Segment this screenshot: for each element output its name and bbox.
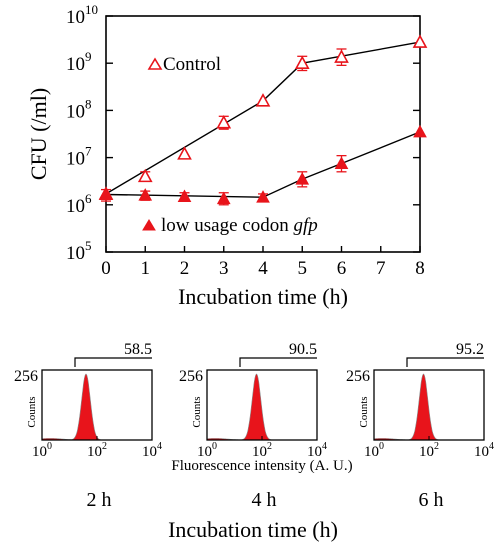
gate-bracket — [74, 357, 152, 367]
histogram-y-label: Counts — [26, 396, 38, 427]
histogram-x-tick-label: 100 — [364, 441, 384, 460]
gfp-data-point — [413, 124, 427, 138]
y-tick-label: 105 — [66, 238, 92, 264]
histogram-x-tick-label: 104 — [142, 441, 162, 460]
fit-lines — [105, 41, 421, 198]
y-tick-label: 106 — [66, 191, 92, 217]
legend-control-label: Control — [163, 54, 221, 75]
y-axis-label: CFU (/ml) — [26, 88, 51, 180]
data-points — [98, 34, 428, 205]
gate-bracket — [239, 357, 317, 367]
x-tick-label: 8 — [415, 258, 425, 279]
gate-percent: 95.2 — [456, 341, 484, 358]
x-tick-label: 0 — [101, 258, 111, 279]
legend-control-marker — [147, 57, 163, 70]
gate-bracket — [406, 357, 484, 367]
histogram-fill — [41, 373, 152, 441]
y-tick-label: 108 — [66, 96, 92, 122]
legend-gfp-label: low usage codon gfp — [161, 215, 318, 236]
histogram-fill — [373, 373, 484, 441]
gfp-data-point — [216, 191, 231, 205]
histogram-y-label: Counts — [191, 396, 203, 427]
control-data-point — [216, 114, 232, 129]
gfp-data-point — [138, 188, 153, 201]
control-data-point — [294, 55, 310, 69]
legend-control: Control — [147, 54, 221, 75]
x-axis-ticks: 0 1 2 3 4 5 6 7 8 — [101, 246, 425, 279]
legend-gfp: low usage codon gfp — [142, 215, 318, 236]
x-tick-label: 2 — [180, 258, 190, 279]
control-data-point — [137, 168, 153, 183]
histogram-frame — [41, 369, 153, 441]
time-label: 2 h — [87, 489, 112, 511]
series-1-fit-line — [105, 41, 421, 195]
control-data-point — [412, 34, 428, 48]
histogram-y-label: Counts — [358, 396, 370, 427]
histogram-x-tick-label: 102 — [419, 441, 439, 460]
x-axis-label: Incubation time (h) — [178, 284, 348, 309]
histogram-fill — [206, 373, 317, 441]
histogram-x-tick-label: 100 — [32, 441, 52, 460]
gate-percent: 58.5 — [124, 341, 152, 358]
histogram-x-tick-label: 104 — [307, 441, 327, 460]
gfp-data-point — [177, 189, 192, 202]
series-2-fit-line — [105, 131, 421, 198]
gfp-data-point — [256, 190, 270, 203]
histogram-y-max: 256 — [346, 368, 370, 385]
histogram-x-tick-label: 104 — [474, 441, 494, 460]
histogram-x-tick-label: 102 — [252, 441, 272, 460]
histogram-y-max: 256 — [14, 368, 38, 385]
gfp-data-point — [295, 172, 310, 185]
histogram-y-max: 256 — [179, 368, 203, 385]
time-label: 4 h — [252, 489, 277, 511]
histogram-x-tick-label: 102 — [87, 441, 107, 460]
x-tick-label: 3 — [219, 258, 229, 279]
histogram-x-tick-label: 100 — [197, 441, 217, 460]
fluorescence-histograms: 58.5 256 Counts 100 102 104 2 h 90.5 256 Counts 10… — [14, 341, 494, 511]
y-tick-label: 109 — [66, 49, 92, 75]
x-tick-label: 1 — [141, 258, 151, 279]
histogram-x-label: Fluorescence intensity (A. U.) — [171, 458, 352, 474]
y-tick-label: 107 — [66, 144, 92, 170]
time-label: 6 h — [419, 489, 444, 511]
control-data-point — [334, 49, 349, 63]
control-data-point — [255, 93, 271, 107]
histogram-panel-4h: 90.5 256 Counts 100 102 104 4 h — [179, 341, 327, 511]
y-axis-ticks: 105 106 107 108 109 1010 — [66, 2, 420, 264]
legend-gfp-marker — [142, 219, 156, 231]
gate-percent: 90.5 — [289, 341, 317, 358]
gfp-data-point — [334, 156, 349, 169]
x-tick-label: 5 — [298, 258, 308, 279]
y-tick-label: 1010 — [66, 2, 98, 28]
gfp-data-point — [99, 187, 113, 201]
histogram-panel-6h: 95.2 256 Counts 100 102 104 6 h — [346, 341, 494, 511]
x-tick-label: 7 — [376, 258, 386, 279]
x-tick-label: 6 — [337, 258, 347, 279]
bottom-x-label: Incubation time (h) — [168, 517, 338, 542]
histogram-panel-2h: 58.5 256 Counts 100 102 104 2 h — [14, 341, 162, 511]
control-data-point — [177, 146, 192, 160]
x-tick-label: 4 — [258, 258, 268, 279]
